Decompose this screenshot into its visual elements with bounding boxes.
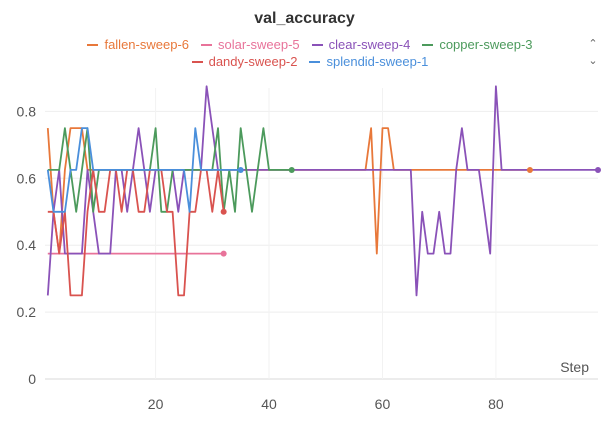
legend-item-copper-sweep-3[interactable]: copper-sweep-3 (422, 36, 533, 53)
series-endpoint-splendid-sweep-1 (237, 166, 244, 173)
legend-item-dandy-sweep-2[interactable]: dandy-sweep-2 (191, 53, 298, 70)
series-endpoint-clear-sweep-4 (595, 166, 601, 173)
legend-item-solar-sweep-5[interactable]: solar-sweep-5 (201, 36, 300, 53)
y-tick-label: 0.8 (17, 103, 37, 119)
series-endpoint-fallen-sweep-6 (526, 166, 533, 173)
legend-row-1: fallen-sweep-6 solar-sweep-5 clear-sweep-4… (50, 36, 570, 53)
legend-item-fallen-sweep-6[interactable]: fallen-sweep-6 (87, 36, 189, 53)
legend-label-copper-sweep-3: copper-sweep-3 (439, 37, 533, 52)
series-line-copper-sweep-3[interactable] (47, 127, 292, 213)
legend-label-clear-sweep-4: clear-sweep-4 (328, 37, 411, 52)
y-tick-label: 0.6 (17, 170, 37, 186)
chart-title: val_accuracy (254, 10, 355, 27)
series-line-splendid-sweep-1[interactable] (46, 127, 241, 213)
legend-swatch-copper-sweep-3 (422, 43, 434, 46)
series-endpoint-solar-sweep-5 (220, 250, 227, 257)
legend: fallen-sweep-6 solar-sweep-5 clear-sweep-4… (50, 36, 570, 70)
y-tick-label: 0.2 (17, 304, 37, 320)
y-tick-label: 0.4 (17, 237, 37, 253)
x-tick-label: 80 (488, 396, 504, 412)
legend-swatch-fallen-sweep-6 (87, 43, 99, 46)
series-endpoint-copper-sweep-3 (288, 166, 295, 173)
legend-item-clear-sweep-4[interactable]: clear-sweep-4 (311, 36, 411, 53)
legend-swatch-clear-sweep-4 (311, 43, 323, 46)
legend-label-splendid-sweep-1: splendid-sweep-1 (326, 54, 429, 69)
legend-label-fallen-sweep-6: fallen-sweep-6 (104, 37, 189, 52)
x-tick-label: 20 (148, 396, 164, 412)
y-tick-label: 0 (28, 371, 36, 387)
legend-scroll-up-icon[interactable]: ⌃ (588, 38, 598, 50)
series-line-dandy-sweep-2[interactable] (47, 168, 225, 297)
series-line-fallen-sweep-6[interactable] (46, 127, 530, 255)
series-layer (46, 85, 598, 297)
series-endpoints (220, 166, 601, 257)
legend-label-dandy-sweep-2: dandy-sweep-2 (208, 54, 298, 69)
x-axis-label: Step (560, 359, 589, 375)
y-axis-ticks: 0 0.2 0.4 0.6 0.8 (17, 103, 37, 387)
x-axis-ticks: 20 40 60 80 (148, 396, 504, 412)
legend-item-splendid-sweep-1[interactable]: splendid-sweep-1 (309, 53, 428, 70)
series-endpoint-dandy-sweep-2 (220, 208, 227, 215)
grid-lines (45, 88, 598, 380)
x-tick-label: 60 (375, 396, 391, 412)
legend-row-2: dandy-sweep-2 splendid-sweep-1 (50, 53, 570, 70)
legend-swatch-solar-sweep-5 (201, 43, 212, 46)
legend-label-solar-sweep-5: solar-sweep-5 (218, 37, 300, 52)
legend-swatch-dandy-sweep-2 (191, 60, 203, 63)
series-line-clear-sweep-4[interactable] (46, 85, 598, 297)
legend-swatch-splendid-sweep-1 (309, 60, 321, 63)
legend-scroll-down-icon[interactable]: ⌄ (588, 55, 598, 67)
x-tick-label: 40 (261, 396, 277, 412)
legend-scroll-control[interactable]: ⌃ ⌄ (586, 36, 600, 70)
